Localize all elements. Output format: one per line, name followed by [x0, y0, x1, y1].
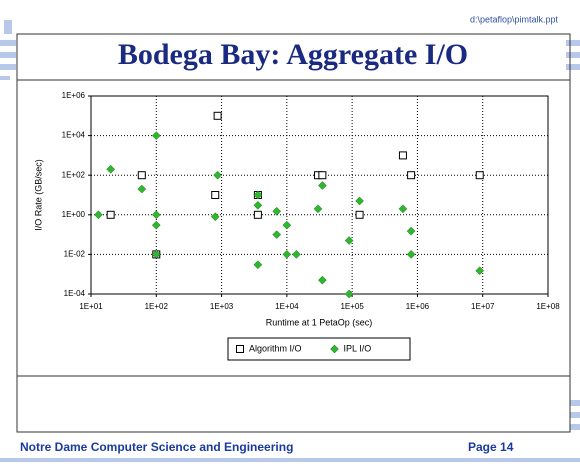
x-axis-label: Runtime at 1 PetaOp (sec): [266, 317, 373, 327]
x-tick-label: 1E+07: [471, 302, 495, 311]
point: [106, 210, 115, 219]
point: [211, 191, 220, 199]
y-tick-label: 1E+02: [62, 170, 86, 179]
y-tick-label: 1E+06: [62, 91, 86, 100]
x-tick-label: 1E+03: [210, 302, 234, 311]
point: [406, 250, 416, 259]
chart-title: Bodega Bay: Aggregate I/O: [118, 38, 468, 71]
legend-label: Algorithm I/O: [249, 343, 302, 353]
point: [151, 220, 161, 230]
legend-marker: [330, 344, 339, 354]
legend-marker: [236, 345, 244, 353]
slide-frame: [16, 33, 571, 433]
point: [355, 210, 364, 219]
stripes: [0, 20, 580, 462]
legend-label: IPL I/O: [344, 343, 372, 353]
y-axis-label: I/O Rate (GB/sec): [33, 159, 43, 231]
point: [282, 250, 292, 259]
point: [253, 260, 263, 270]
legend-box: [227, 337, 411, 361]
plot-area: [90, 95, 549, 295]
point: [282, 220, 292, 230]
point: [398, 151, 407, 160]
point: [210, 212, 220, 222]
x-tick-label: 1E+01: [79, 302, 103, 311]
footer-text: Notre Dame Computer Science and Engineer…: [20, 440, 293, 454]
point: [151, 210, 161, 220]
point: [318, 171, 327, 180]
point: [253, 190, 263, 200]
point: [106, 164, 116, 174]
y-tick-label: 1E+04: [62, 131, 86, 140]
point: [344, 236, 354, 245]
point: [344, 289, 354, 299]
point: [213, 170, 222, 180]
point: [355, 196, 364, 206]
x-tick-label: 1E+04: [275, 302, 299, 311]
y-tick-label: 1E+00: [62, 210, 86, 219]
file-path: d:\petaflop\pimtalk.ppt: [470, 14, 559, 24]
point: [253, 200, 263, 210]
x-tick-label: 1E+06: [406, 302, 430, 311]
point: [475, 171, 484, 180]
point: [272, 206, 282, 216]
page-number: Page 14: [468, 440, 514, 454]
x-tick-label: 1E+08: [536, 302, 560, 311]
point: [406, 226, 416, 236]
point: [151, 250, 161, 259]
point: [318, 181, 327, 190]
point: [94, 210, 103, 220]
y-tick-label: 1E-02: [64, 250, 86, 259]
x-tick-label: 1E+05: [340, 302, 364, 311]
point: [151, 131, 161, 140]
point: [253, 210, 262, 219]
point: [398, 204, 408, 214]
point: [313, 204, 323, 214]
point: [292, 250, 301, 259]
point: [272, 230, 282, 239]
point: [137, 184, 147, 194]
point: [137, 171, 146, 180]
point: [318, 275, 327, 285]
point: [407, 171, 416, 180]
y-tick-label: 1E-04: [64, 289, 86, 298]
point: [213, 111, 222, 120]
x-tick-label: 1E+02: [145, 302, 169, 311]
point: [475, 266, 485, 276]
